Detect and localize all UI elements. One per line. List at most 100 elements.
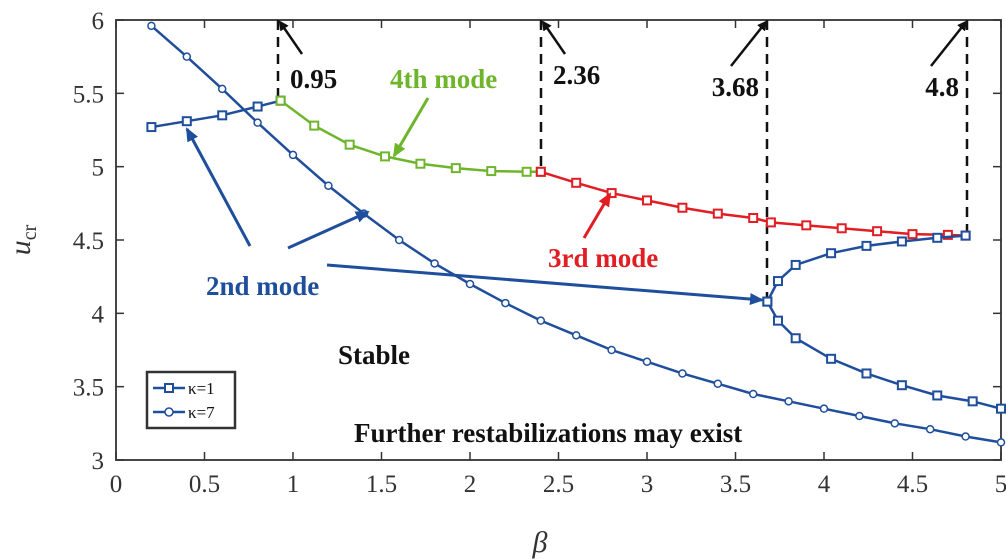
data-point: [996, 403, 1006, 414]
marker-arrow: [278, 20, 304, 55]
data-point: [896, 380, 907, 391]
annotation-arrows: [185, 97, 764, 306]
x-tick-label: 3: [641, 471, 654, 498]
legend-label-k7: κ=7: [188, 403, 215, 422]
data-point: [217, 110, 228, 121]
data-point: [861, 368, 872, 379]
marker-label: 2.36: [553, 60, 600, 90]
x-tick-label: 5: [995, 471, 1006, 498]
label-stable: Stable: [338, 340, 410, 370]
data-point: [324, 181, 333, 190]
data-point: [790, 259, 801, 270]
data-point: [535, 166, 546, 177]
data-point: [678, 369, 687, 378]
data-point: [996, 438, 1006, 447]
data-point: [147, 21, 156, 31]
data-point: [465, 279, 475, 289]
y-tick-label: 5.5: [73, 81, 104, 108]
x-tick-label: 2: [464, 471, 477, 498]
legend: κ=1 κ=7: [145, 370, 237, 430]
y-axis-title-sub: cr: [19, 224, 41, 240]
legend-label-k1: κ=1: [188, 379, 215, 398]
arrow-2nd-mode-b: [287, 210, 370, 250]
data-point: [450, 163, 461, 174]
data-point: [925, 424, 935, 434]
data-point: [896, 236, 907, 247]
x-tick-label: 2.5: [543, 471, 574, 498]
data-point: [819, 404, 829, 413]
data-point: [571, 331, 581, 340]
marker-label: 4.8: [925, 72, 959, 102]
label-4th-mode: 4th mode: [390, 64, 497, 94]
critical-point-markers: 0.95 2.36 3.68 4.8: [276, 20, 969, 302]
data-point: [960, 230, 971, 241]
data-point: [536, 316, 546, 325]
data-point: [607, 345, 616, 355]
x-tick-label: 4.5: [897, 471, 928, 498]
y-axis-title-main: u: [4, 240, 37, 255]
data-point: [961, 432, 970, 441]
legend-box: [145, 370, 237, 430]
data-point: [181, 116, 192, 127]
arrow-2nd-mode-c: [326, 263, 764, 306]
data-point: [571, 177, 582, 188]
legend-marker-k1: [164, 383, 174, 393]
marker-arrow: [730, 20, 768, 67]
data-point: [967, 396, 978, 407]
data-point: [861, 240, 872, 251]
data-point: [309, 120, 320, 131]
data-point: [275, 95, 286, 106]
data-point: [772, 276, 783, 287]
marker-arrow: [930, 20, 968, 67]
legend-marker-k7: [164, 407, 174, 417]
x-axis-ticks: 0 0.5 1 1.5 2 2.5 3 3.5 4 4.5 5: [110, 20, 1006, 498]
y-axis-title: ucr: [4, 224, 41, 255]
data-point: [790, 333, 801, 344]
data-point: [765, 217, 776, 228]
data-point: [182, 52, 192, 61]
data-point: [932, 390, 943, 401]
data-point: [394, 235, 404, 245]
data-point: [890, 419, 900, 428]
marker-label: 0.95: [290, 64, 337, 94]
data-point: [430, 259, 439, 268]
label-3rd-mode: 3rd mode: [548, 243, 658, 273]
data-point: [932, 232, 943, 243]
data-point: [748, 389, 758, 399]
x-tick-label: 4: [818, 471, 831, 498]
data-point: [521, 166, 532, 177]
x-tick-label: 1: [287, 471, 300, 498]
data-point: [677, 202, 688, 213]
data-point: [415, 158, 426, 169]
data-point: [826, 353, 837, 364]
x-tick-label: 0: [110, 471, 123, 498]
data-point: [907, 229, 918, 240]
x-tick-label: 1.5: [366, 471, 397, 498]
data-point: [762, 296, 773, 307]
data-point: [380, 151, 391, 162]
data-point: [942, 229, 953, 240]
data-point: [713, 379, 723, 388]
data-point: [486, 166, 497, 177]
data-point: [253, 118, 262, 127]
data-point: [772, 315, 783, 326]
y-tick-label: 5: [92, 155, 105, 182]
y-tick-label: 3: [92, 448, 105, 475]
data-point: [642, 357, 652, 366]
data-point: [642, 195, 652, 206]
data-point: [836, 223, 847, 234]
label-further-restabilizations: Further restabilizations may exist: [354, 418, 742, 448]
y-tick-label: 4.5: [73, 228, 104, 255]
arrow-4th-mode: [392, 97, 430, 158]
data-point: [146, 122, 157, 133]
series-layer: [146, 21, 1006, 447]
series-line: [279, 99, 541, 174]
data-point: [801, 220, 812, 231]
x-axis-title: β: [532, 526, 548, 559]
x-tick-label: 0.5: [189, 471, 220, 498]
y-tick-label: 6: [92, 8, 105, 35]
data-point: [855, 411, 864, 421]
data-point: [712, 208, 723, 219]
data-point: [872, 226, 883, 237]
